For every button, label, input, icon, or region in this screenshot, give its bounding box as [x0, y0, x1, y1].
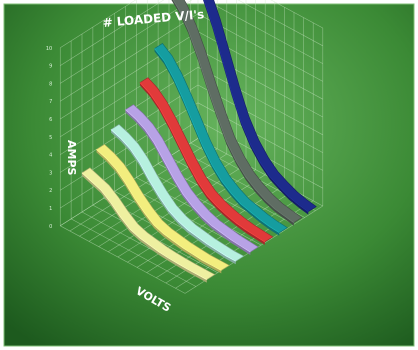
series-ribbon	[154, 43, 288, 236]
series-line	[203, 0, 309, 212]
series-ribbon	[81, 167, 216, 283]
wall-grid-line	[197, 49, 323, 118]
y-tick-label: 2	[49, 188, 52, 194]
series-line	[110, 129, 236, 262]
floor-grid-line	[60, 225, 186, 294]
series-line	[125, 109, 251, 253]
series-line	[172, 0, 295, 223]
series-ribbon	[125, 104, 259, 255]
series-line	[154, 48, 280, 234]
wall-grid-line	[60, 0, 193, 84]
y-tick-label: 5	[49, 135, 52, 141]
wall-grid-line	[60, 31, 199, 120]
series-ribbon-edge	[111, 129, 236, 265]
series-ribbon-edge	[154, 48, 280, 236]
series-ribbon	[139, 77, 274, 245]
series-line	[96, 149, 222, 271]
y-tick-label: 1	[49, 206, 52, 212]
wall-grid-line	[60, 13, 199, 102]
series-ribbon	[171, 0, 303, 226]
series-ribbon-edge	[125, 109, 251, 255]
y-tick-label: 8	[49, 81, 52, 87]
y-tick-label: 3	[49, 170, 52, 176]
floor-grid-line	[88, 153, 227, 242]
y-tick-label: 9	[49, 64, 52, 70]
y-tick-labels: 0 1 2 3 4 5 6 7 8 9 10	[46, 46, 52, 230]
floor-grid-line	[70, 218, 197, 287]
series-line	[139, 82, 266, 243]
y-tick-label: 10	[46, 46, 52, 52]
series-ribbon-edge	[140, 82, 265, 245]
wall-grid-line	[60, 84, 199, 173]
series-ribbon-edge	[171, 0, 294, 226]
series-line	[81, 172, 207, 280]
y-tick-label: 7	[49, 99, 52, 105]
wall-grid-line	[197, 138, 323, 207]
wall-grid-line	[60, 0, 165, 66]
y-tick-label: 0	[49, 224, 52, 230]
wall-grid-line	[270, 0, 323, 29]
wall-grid-line	[204, 0, 323, 64]
series-ribbon	[96, 143, 230, 274]
series-ribbon	[203, 0, 317, 215]
y-tick-label: 4	[49, 153, 52, 159]
wall-grid-line	[197, 66, 323, 136]
chart-series	[81, 0, 317, 283]
series-ribbon	[110, 124, 245, 265]
y-axis-label: AMPS	[65, 140, 78, 176]
wall-grid-line	[60, 0, 137, 49]
y-tick-label: 6	[49, 117, 52, 123]
wall-grid-line	[237, 0, 323, 47]
